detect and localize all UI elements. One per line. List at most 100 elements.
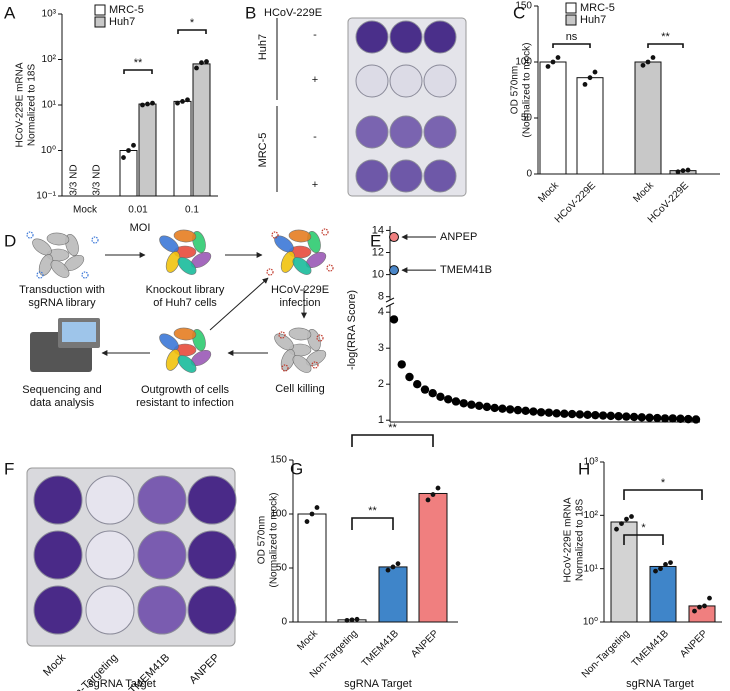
step-label: HCoV-229E (271, 284, 329, 296)
well (33, 585, 83, 635)
data-point (498, 404, 507, 413)
cell-illustration (32, 238, 52, 256)
data-point (606, 411, 616, 421)
bar (192, 63, 211, 197)
data-point (544, 408, 554, 417)
data-point (395, 561, 401, 567)
significance-label: ** (388, 422, 397, 434)
data-point (575, 410, 585, 419)
well (187, 585, 237, 635)
data-point (435, 485, 441, 491)
cell-illustration (173, 229, 197, 243)
y-tick-label: 8 (378, 291, 384, 303)
y-tick-label: 10⁰ (41, 145, 56, 156)
virus-illustration (271, 231, 279, 239)
well (389, 64, 423, 98)
well (389, 159, 423, 193)
virus-illustration (266, 268, 274, 276)
significance-label: ns (566, 31, 578, 43)
data-point (451, 397, 461, 406)
y-tick-label: 4 (378, 306, 384, 318)
bar (418, 492, 448, 623)
data-point (598, 411, 608, 420)
x-tick-label: Mock (536, 180, 561, 205)
data-point (658, 566, 663, 572)
legend-label: Huh7 (109, 16, 135, 28)
y-axis-label: HCoV-229E mRNA (15, 62, 26, 147)
data-point (645, 59, 651, 65)
panel-letter: F (4, 459, 14, 478)
bar (649, 565, 677, 623)
y-tick-label: 12 (372, 246, 384, 258)
step-label: Outgrowth of cells (141, 384, 230, 396)
data-point (194, 65, 199, 71)
well (355, 159, 389, 193)
data-point (684, 414, 693, 424)
data-point (614, 526, 619, 532)
data-point (354, 616, 360, 622)
data-point (482, 402, 492, 412)
data-point (550, 59, 556, 65)
column-label: ANPEP (187, 652, 222, 687)
data-point (121, 155, 126, 160)
data-point (420, 385, 430, 394)
highlight-point (389, 265, 399, 276)
data-point (624, 516, 629, 522)
well (423, 159, 457, 193)
sequencer-illustration (62, 322, 96, 342)
highlight-label: TMEM41B (440, 264, 492, 276)
column-label: Mock (41, 651, 68, 678)
data-point (390, 564, 396, 570)
data-point (619, 521, 624, 526)
data-point (614, 412, 623, 421)
cell-illustration (292, 355, 312, 373)
data-point (592, 69, 598, 75)
data-point (560, 409, 569, 418)
data-point (145, 101, 150, 107)
data-point (199, 60, 204, 66)
data-point (397, 360, 406, 369)
y-axis-label: (Normalized to mock) (522, 42, 533, 137)
legend-label: Huh7 (580, 14, 606, 26)
panel-letter: C (513, 3, 525, 22)
data-point (637, 413, 646, 422)
well (389, 115, 423, 149)
data-point (140, 102, 145, 108)
y-tick-label: 10³ (584, 457, 599, 468)
panel-letter: H (578, 459, 590, 478)
y-axis-label: OD 570nm (510, 66, 521, 114)
y-tick-label: 10⁻¹ (36, 191, 56, 202)
data-point (555, 55, 561, 60)
x-tick-label: ANPEP (409, 628, 441, 660)
data-point (185, 97, 190, 103)
data-point (567, 409, 577, 419)
axis-break (385, 302, 395, 308)
well (355, 115, 389, 149)
data-point (505, 405, 515, 414)
significance-label: * (190, 17, 195, 29)
arrow (209, 277, 269, 331)
y-tick-label: 150 (270, 455, 287, 466)
step-label: Sequencing and (22, 384, 102, 396)
cell-illustration (173, 327, 197, 341)
well (33, 475, 83, 525)
data-point (653, 568, 658, 574)
data-point (552, 409, 561, 418)
step-label: Knockout library (146, 284, 225, 296)
panel-letter: G (290, 459, 303, 478)
row-label: + (312, 74, 318, 86)
significance-bracket (123, 69, 153, 74)
significance-bracket (552, 43, 591, 48)
significance-bracket (177, 29, 207, 34)
axis-break (385, 297, 395, 303)
data-point (413, 380, 422, 389)
x-tick-label: 0.1 (185, 205, 199, 216)
step-label: Transduction with (19, 284, 105, 296)
data-point (622, 412, 631, 421)
y-tick-label: 0 (526, 169, 532, 180)
x-tick-label: Mock (73, 205, 98, 216)
virus-illustration (316, 334, 324, 342)
data-point (707, 595, 712, 601)
virus-illustration (321, 228, 329, 236)
